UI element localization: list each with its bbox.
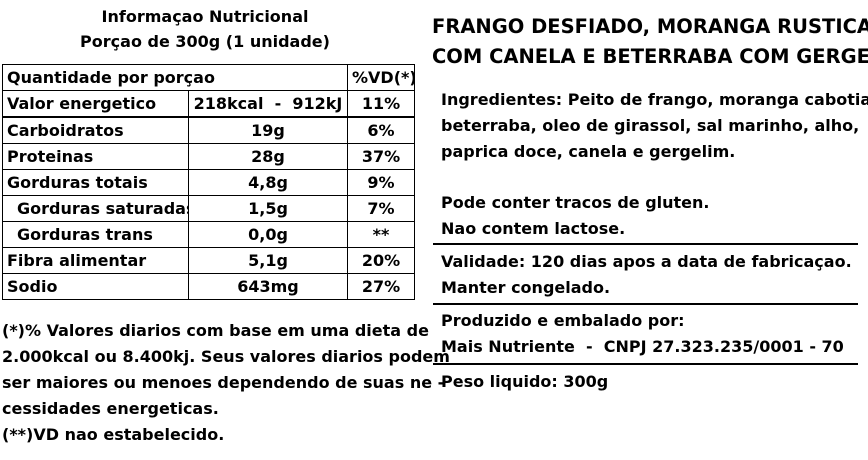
divider <box>433 363 858 365</box>
product-title: FRANGO DESFIADO, MORANGA RUSTICA COM CAN… <box>432 12 868 72</box>
net-weight: Peso liquido: 300g <box>441 369 861 395</box>
table-row: Gorduras trans 0,0g ** <box>2 221 416 248</box>
allergen-info: Pode conter tracos de gluten. Nao contem… <box>441 190 861 242</box>
nutrient-name: Gorduras totais <box>2 169 189 196</box>
nutrient-vd: 11% <box>347 90 416 118</box>
daily-values-footnote: (*)% Valores diarios com base em uma die… <box>2 318 450 448</box>
nutrient-vd: 9% <box>347 169 416 196</box>
validity-info: Validade: 120 dias apos a data de fabric… <box>441 249 861 301</box>
nutrition-table: Quantidade por porçao %VD(*) Valor energ… <box>1 64 416 300</box>
nutrient-amount: 5,1g <box>187 247 349 274</box>
nutrient-name: Carboidratos <box>2 116 189 144</box>
nutrient-name: Proteinas <box>2 143 189 170</box>
nutrient-amount: 218kcal - 912kJ <box>187 90 349 118</box>
product-title-line: COM CANELA E BETERRABA COM GERGELIM <box>432 45 868 68</box>
nutrient-name: Gorduras saturadas <box>2 195 189 222</box>
nutrient-name: Fibra alimentar <box>2 247 189 274</box>
nutrient-vd: ** <box>347 221 416 248</box>
allergen-line: Nao contem lactose. <box>441 219 626 238</box>
ingredients: Ingredientes: Peito de frango, moranga c… <box>441 87 868 165</box>
header-vd-label: %VD(*) <box>347 64 416 91</box>
producer-line: Mais Nutriente - CNPJ 27.323.235/0001 - … <box>441 337 844 356</box>
nutrient-amount: 4,8g <box>187 169 349 196</box>
portion-size: Porçao de 300g (1 unidade) <box>80 32 330 51</box>
footnote-line: (**)VD nao estabelecido. <box>2 425 225 444</box>
table-row: Fibra alimentar 5,1g 20% <box>2 247 416 274</box>
nutrient-vd: 20% <box>347 247 416 274</box>
producer-line: Produzido e embalado por: <box>441 311 685 330</box>
footnote-line: ser maiores ou menoes dependendo de suas… <box>2 373 445 392</box>
footnote-line: (*)% Valores diarios com base em uma die… <box>2 321 429 340</box>
nutrient-amount: 1,5g <box>187 195 349 222</box>
ingredients-line: beterraba, oleo de girassol, sal marinho… <box>441 116 860 135</box>
table-row: Gorduras totais 4,8g 9% <box>2 169 416 196</box>
net-weight-line: Peso liquido: 300g <box>441 372 609 391</box>
table-row: Gorduras saturadas 1,5g 7% <box>2 195 416 222</box>
table-row: Sodio 643mg 27% <box>2 273 416 300</box>
footnote-line: cessidades energeticas. <box>2 399 219 418</box>
nutrient-vd: 37% <box>347 143 416 170</box>
storage-line: Manter congelado. <box>441 278 611 297</box>
nutrient-name: Sodio <box>2 273 189 300</box>
table-row: Valor energetico 218kcal - 912kJ 11% <box>2 90 416 118</box>
nutrient-vd: 6% <box>347 116 416 144</box>
nutrient-name: Gorduras trans <box>2 221 189 248</box>
divider <box>433 303 858 305</box>
nutrient-vd: 7% <box>347 195 416 222</box>
product-title-line: FRANGO DESFIADO, MORANGA RUSTICA <box>432 15 868 38</box>
nutrient-amount: 28g <box>187 143 349 170</box>
table-row: Proteinas 28g 37% <box>2 143 416 170</box>
header-quantity-label: Quantidade por porçao <box>1 64 349 91</box>
allergen-line: Pode conter tracos de gluten. <box>441 193 710 212</box>
table-row: Carboidratos 19g 6% <box>2 116 416 144</box>
producer-info: Produzido e embalado por: Mais Nutriente… <box>441 308 861 360</box>
validity-line: Validade: 120 dias apos a data de fabric… <box>441 252 852 271</box>
ingredients-line: Ingredientes: Peito de frango, moranga c… <box>441 90 868 109</box>
ingredients-line: paprica doce, canela e gergelim. <box>441 142 736 161</box>
nutrition-title: Informaçao Nutricional <box>101 7 309 26</box>
footnote-line: 2.000kcal ou 8.400kj. Seus valores diari… <box>2 347 450 366</box>
nutrient-vd: 27% <box>347 273 416 300</box>
nutrient-amount: 0,0g <box>187 221 349 248</box>
nutrient-amount: 643mg <box>187 273 349 300</box>
divider <box>433 243 858 245</box>
table-header-row: Quantidade por porçao %VD(*) <box>1 64 416 91</box>
nutrient-name: Valor energetico <box>2 90 189 118</box>
nutrient-amount: 19g <box>187 116 349 144</box>
